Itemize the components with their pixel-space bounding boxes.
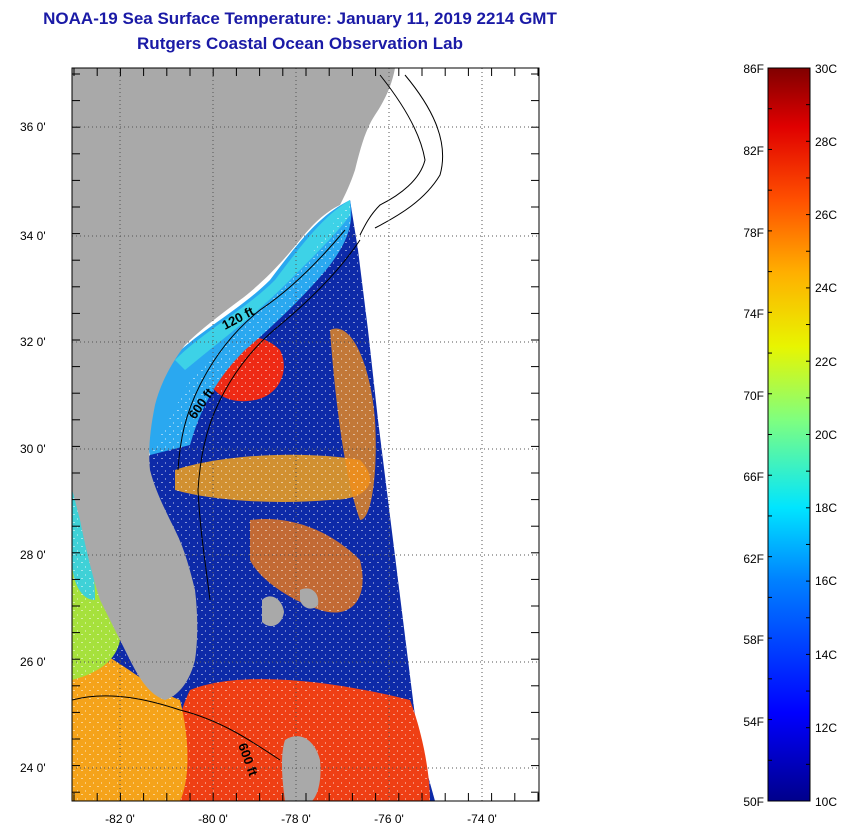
- fahrenheit-label-50: 50F: [743, 795, 764, 809]
- fahrenheit-label-82: 82F: [743, 144, 764, 158]
- celsius-label-18: 18C: [815, 501, 837, 515]
- fahrenheit-label-74: 74F: [743, 307, 764, 321]
- land-cuba: [281, 736, 321, 801]
- contour-600ft: [197, 239, 361, 601]
- map-title: NOAA-19 Sea Surface Temperature: January…: [43, 9, 557, 28]
- fahrenheit-label-66: 66F: [743, 470, 764, 484]
- fahrenheit-label-58: 58F: [743, 633, 764, 647]
- celsius-label-16: 16C: [815, 574, 837, 588]
- lon-label-80: -80 0': [198, 812, 228, 826]
- celsius-label-12: 12C: [815, 721, 837, 735]
- contour-coast-north-2: [374, 74, 444, 229]
- lat-label-30: 30 0': [20, 442, 46, 456]
- celsius-label-14: 14C: [815, 648, 837, 662]
- lon-label-78: -78 0': [281, 812, 311, 826]
- lat-label-28: 28 0': [20, 548, 46, 562]
- lat-label-36: 36 0': [20, 120, 46, 134]
- celsius-label-28: 28C: [815, 135, 837, 149]
- celsius-label-22: 22C: [815, 355, 837, 369]
- fahrenheit-label-70: 70F: [743, 389, 764, 403]
- lat-label-24: 24 0': [20, 761, 46, 775]
- colorbar-gradient: [767, 67, 811, 802]
- fahrenheit-label-86: 86F: [743, 62, 764, 76]
- land-andros: [300, 588, 319, 609]
- celsius-label-30: 30C: [815, 62, 837, 76]
- celsius-label-26: 26C: [815, 208, 837, 222]
- lon-label-82: -82 0': [105, 812, 135, 826]
- fahrenheit-label-54: 54F: [743, 715, 764, 729]
- lat-label-26: 26 0': [20, 655, 46, 669]
- lat-label-32: 32 0': [20, 335, 46, 349]
- land-us-east-coast: [72, 68, 395, 700]
- celsius-label-20: 20C: [815, 428, 837, 442]
- fahrenheit-label-62: 62F: [743, 552, 764, 566]
- axis-ticks: [72, 68, 539, 801]
- lon-label-74: -74 0': [467, 812, 497, 826]
- colorbar-ticks: [768, 67, 810, 802]
- fahrenheit-label-78: 78F: [743, 226, 764, 240]
- map-subtitle: Rutgers Coastal Ocean Observation Lab: [137, 34, 463, 53]
- lat-label-34: 34 0': [20, 229, 46, 243]
- celsius-label-10: 10C: [815, 795, 837, 809]
- sst-map: 120 ft 600 ft 600 ft 36 0' 34 0' 32 0' 3…: [20, 67, 540, 826]
- coastal-cyan-edge: [175, 200, 350, 370]
- land-bahamas: [262, 596, 284, 627]
- contour-gulf: [71, 695, 281, 761]
- celsius-label-24: 24C: [815, 281, 837, 295]
- contour-120ft: [177, 229, 346, 471]
- contour-coast-north: [359, 74, 426, 236]
- lon-label-76: -76 0': [374, 812, 404, 826]
